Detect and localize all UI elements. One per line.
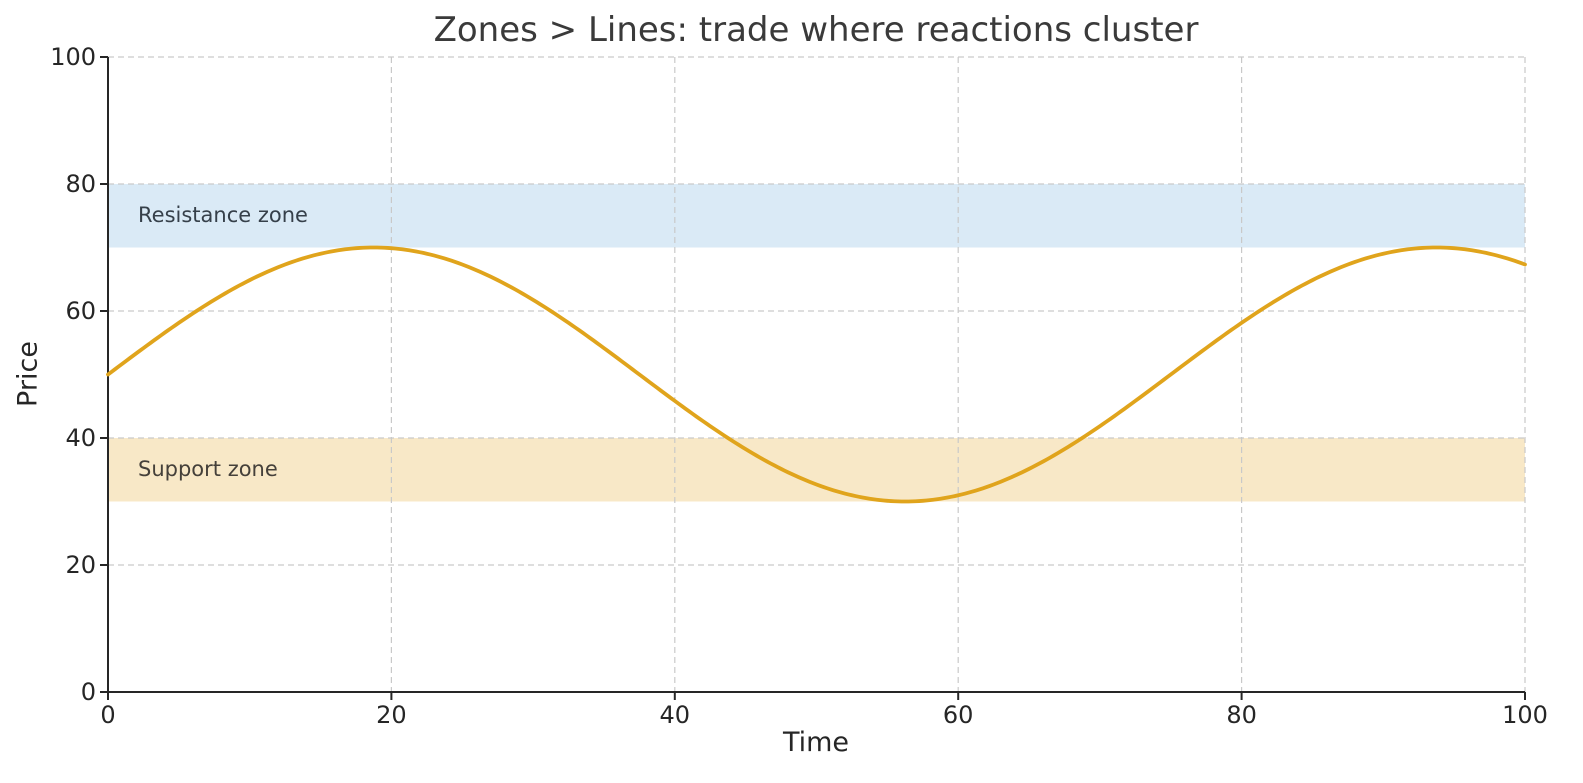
y-tick-label: 40 [65,424,96,452]
price-curve [106,245,1527,504]
x-tick-label: 100 [1502,701,1548,729]
x-tick-label: 60 [942,701,974,729]
y-tick-label: 100 [50,43,96,71]
x-tick-label: 0 [100,701,116,729]
x-tick-label: 20 [376,701,407,729]
y-tick-label: 20 [65,551,96,579]
support-zone-label: Support zone [138,456,278,481]
zone-band-0 [108,184,1525,248]
gridlines [107,56,1526,693]
y-tick-label: 60 [65,297,96,325]
zone-bands [108,184,1525,502]
x-tick-label: 40 [659,701,691,729]
tick-marks [100,56,1526,700]
x-axis-label: Time [782,727,850,758]
y-axis-label: Price [12,341,44,407]
x-tick-label: 80 [1226,701,1257,729]
resistance-zone-label: Resistance zone [138,202,308,227]
axis-spines [107,57,1525,693]
zone-band-1 [108,438,1525,502]
y-tick-label: 80 [65,170,96,198]
y-tick-label: 0 [80,678,96,706]
chart-title: Zones > Lines: trade where reactions clu… [433,10,1199,50]
